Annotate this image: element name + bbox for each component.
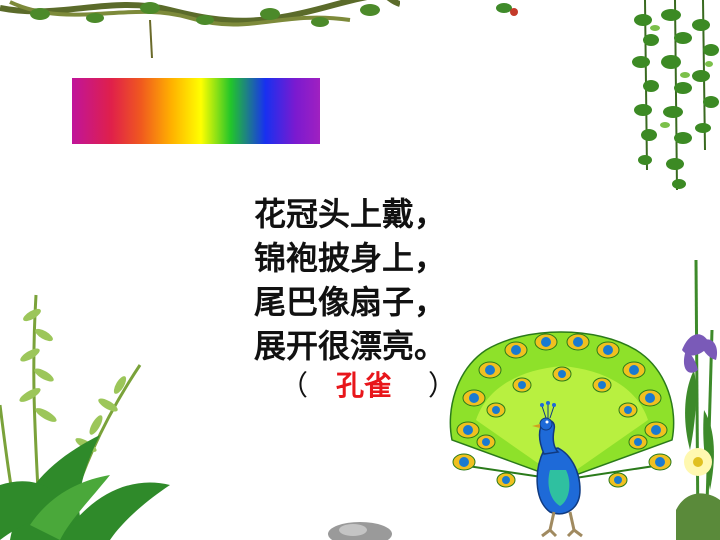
riddle-line-3: 尾巴像扇子， — [254, 283, 447, 321]
iris-flower-icon — [676, 259, 720, 540]
riddle-line-2: 锦袍披身上， — [254, 239, 447, 277]
hanging-ivy-icon — [632, 0, 719, 191]
answer-row: （ 孔雀 ） — [280, 364, 460, 402]
riddle-text: 花冠头上戴， 锦袍披身上， 尾巴像扇子， 展开很漂亮。 — [254, 192, 494, 368]
rock-icon — [328, 522, 392, 540]
fern-plant-icon — [0, 294, 170, 540]
peacock-icon — [449, 331, 675, 538]
rainbow-bar — [72, 78, 320, 144]
riddle-line-1: 花冠头上戴， — [254, 195, 447, 233]
paren-right: ） — [428, 369, 457, 402]
berry-icon — [496, 3, 518, 16]
riddle-line-4: 展开很漂亮。 — [254, 327, 447, 365]
riddle-answer: 孔雀 — [336, 369, 393, 402]
hanging-vine-icon — [0, 0, 400, 59]
paren-left: （ — [280, 369, 309, 402]
